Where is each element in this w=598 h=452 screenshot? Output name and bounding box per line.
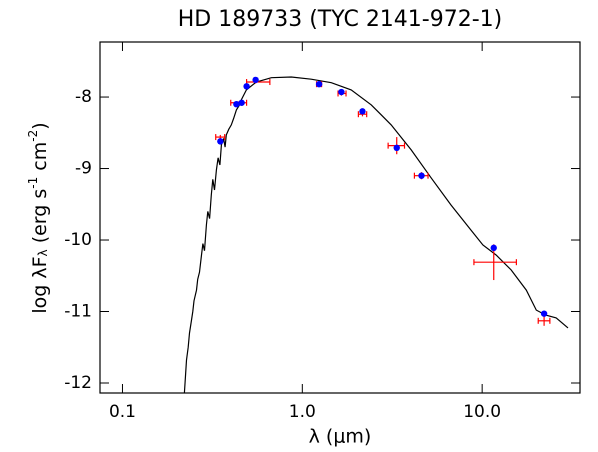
- y-axis-label-part: cm: [29, 142, 51, 177]
- model-photometry: [490, 244, 497, 252]
- y-tick-label: -10: [64, 230, 92, 250]
- model-photometry: [252, 76, 259, 84]
- model-spectrum: [183, 76, 569, 393]
- y-tick-label: -11: [64, 302, 92, 322]
- plot-area: [183, 76, 569, 393]
- y-tick-label: -12: [64, 373, 92, 393]
- y-tick-label: -9: [75, 159, 92, 179]
- x-tick-label: 0.1: [109, 402, 136, 422]
- chart-title: HD 189733 (TYC 2141-972-1): [178, 7, 503, 32]
- model-photometry: [238, 99, 245, 106]
- y-tick-label: -8: [75, 87, 92, 107]
- model-photometry: [243, 83, 250, 90]
- y-axis-label-part: ): [29, 122, 51, 129]
- model-photometry: [233, 100, 240, 108]
- y-axis-label-part: -2: [26, 130, 40, 142]
- y-axis-label-part: log λF: [29, 256, 51, 313]
- model-photometry: [540, 310, 548, 317]
- x-tick-label: 10.0: [463, 402, 501, 422]
- y-axis-label-part: λ: [36, 249, 50, 256]
- model-photometry: [359, 108, 366, 115]
- model-photometry: [393, 144, 400, 152]
- x-tick-label: 1.0: [289, 402, 316, 422]
- plot-frame: [99, 41, 581, 394]
- model-photometry: [338, 88, 345, 96]
- model-photometry: [217, 138, 224, 145]
- y-axis-label-part: (erg s: [29, 189, 51, 250]
- model-photometry: [315, 80, 323, 88]
- x-axis-label: λ (μm): [309, 426, 372, 448]
- model-photometry: [418, 172, 425, 179]
- y-axis-label-part: -1: [26, 177, 40, 189]
- y-axis-label: log λFλ (erg s-1 cm-2): [26, 122, 51, 313]
